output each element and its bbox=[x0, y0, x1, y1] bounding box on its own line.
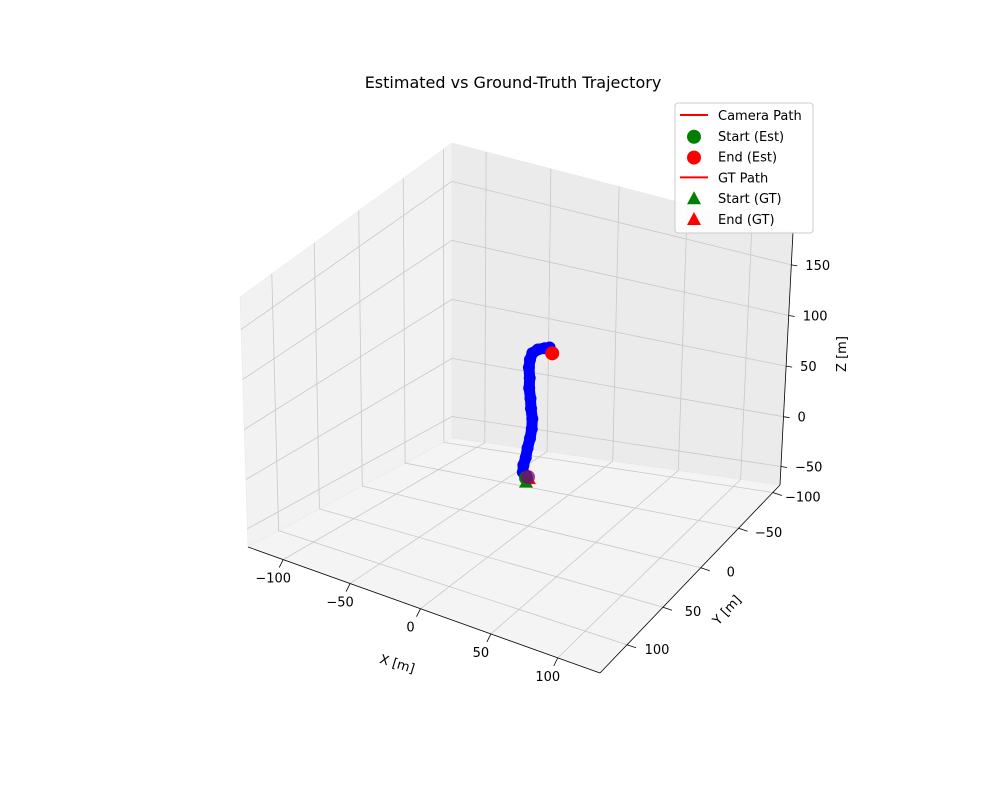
z-tick-label: 0 bbox=[798, 411, 806, 426]
y-tick-mark bbox=[772, 492, 782, 496]
x-gridline-floor bbox=[557, 479, 741, 659]
z-gridline-back bbox=[451, 416, 782, 467]
y-tick-label: −50 bbox=[755, 526, 782, 541]
x-tick-label: 50 bbox=[473, 646, 490, 661]
camera-path-point bbox=[525, 422, 538, 435]
x-gridline-wall bbox=[484, 151, 487, 443]
y-tick-label: 50 bbox=[685, 605, 702, 620]
x-gridline-floor bbox=[349, 451, 548, 584]
y-tick-mark bbox=[738, 527, 748, 532]
camera-path-point bbox=[523, 432, 536, 445]
gt-path-start-overlap bbox=[521, 470, 535, 484]
y-axis-line bbox=[599, 484, 781, 674]
z-tick-mark bbox=[786, 365, 793, 368]
legend-triangle-swatch bbox=[687, 212, 701, 225]
x-axis-line bbox=[247, 546, 601, 674]
z-gridline-back bbox=[451, 357, 784, 418]
legend-circle-swatch bbox=[687, 150, 701, 165]
y-tick-mark bbox=[700, 567, 710, 572]
y-gridline-floor bbox=[405, 462, 739, 529]
z-tick-mark bbox=[783, 416, 790, 419]
y-gridline-wall bbox=[358, 210, 363, 486]
z-gridline-side bbox=[242, 240, 453, 380]
x-gridline-floor bbox=[490, 470, 679, 635]
x-gridline-floor bbox=[420, 460, 613, 610]
camera-path-point bbox=[525, 402, 538, 415]
camera-path-point bbox=[523, 382, 536, 395]
camera-path-point bbox=[523, 372, 536, 385]
y-gridline-wall bbox=[313, 243, 320, 509]
z-axis-line bbox=[779, 231, 794, 486]
legend-box bbox=[674, 102, 814, 234]
y-gridline-floor bbox=[278, 530, 628, 646]
z-tick-label: 50 bbox=[800, 360, 817, 375]
legend-triangle-swatch bbox=[687, 191, 701, 205]
end-est-marker bbox=[545, 346, 560, 361]
trajectory-traces bbox=[516, 341, 560, 488]
z-tick-mark bbox=[788, 315, 795, 317]
y-gridline-floor bbox=[443, 441, 773, 493]
legend-circle-swatch bbox=[687, 129, 701, 144]
x-tick-mark bbox=[345, 583, 351, 592]
legend-label: End (Est) bbox=[718, 151, 777, 166]
z-gridline-side bbox=[244, 299, 453, 430]
y-tick-mark bbox=[662, 606, 673, 611]
y-gridline-floor bbox=[319, 508, 664, 608]
y-gridline-wall bbox=[271, 273, 279, 531]
x-tick-label: 100 bbox=[535, 670, 560, 685]
y-gridline-floor bbox=[362, 485, 701, 569]
y-tick-label: 0 bbox=[727, 566, 735, 581]
camera-path-point bbox=[519, 451, 532, 464]
z-tick-label: 150 bbox=[805, 259, 830, 274]
z-gridline-back bbox=[451, 180, 792, 266]
camera-path-point bbox=[524, 392, 537, 405]
axis-ticks: −100 −50 0 50 100 −100 −50 0 50 100 −50 0 50 100 150 bbox=[247, 231, 830, 685]
legend-label: GT Path bbox=[718, 171, 768, 186]
legend-label: Start (GT) bbox=[718, 192, 782, 207]
x-tick-mark bbox=[486, 633, 492, 643]
y-axis-label: Y [m] bbox=[709, 593, 744, 629]
x-gridline-wall bbox=[677, 204, 688, 471]
grid-lines bbox=[240, 149, 792, 659]
x-gridline-floor bbox=[282, 442, 486, 560]
x-tick-label: −50 bbox=[326, 596, 353, 611]
z-gridline-side bbox=[240, 181, 453, 330]
x-gridline-wall bbox=[740, 221, 753, 480]
z-tick-label: 100 bbox=[803, 309, 828, 324]
z-tick-mark bbox=[780, 466, 788, 468]
z-gridline-side bbox=[245, 358, 453, 480]
y-tick-mark bbox=[626, 644, 637, 649]
y-gridline-wall bbox=[402, 178, 406, 464]
x-gridline-wall bbox=[612, 186, 620, 462]
legend-label: Camera Path bbox=[718, 109, 802, 124]
x-axis-label: X [m] bbox=[378, 652, 417, 677]
x-gridline-wall bbox=[546, 168, 552, 452]
x-tick-label: −100 bbox=[255, 572, 291, 587]
z-gridline-back bbox=[451, 298, 787, 367]
legend-label: End (GT) bbox=[718, 213, 775, 228]
z-tick-mark bbox=[791, 264, 798, 267]
z-gridline-side bbox=[247, 416, 453, 530]
legend: Camera Path Start (Est) End (Est) GT Path St… bbox=[674, 102, 814, 234]
z-tick-label: −50 bbox=[795, 461, 822, 476]
camera-path-point bbox=[526, 412, 539, 425]
x-tick-mark bbox=[278, 559, 284, 568]
y-tick-label: −100 bbox=[785, 491, 821, 506]
camera-path-point bbox=[521, 442, 534, 455]
x-tick-mark bbox=[553, 657, 559, 667]
z-gridline-back bbox=[451, 239, 789, 316]
x-tick-label: 0 bbox=[406, 621, 414, 636]
z-axis-label: Z [m] bbox=[835, 336, 850, 372]
x-tick-mark bbox=[416, 608, 421, 617]
legend-label: Start (Est) bbox=[718, 130, 784, 145]
y-tick-label: 100 bbox=[645, 643, 670, 658]
chart-title: Estimated vs Ground-Truth Trajectory bbox=[365, 73, 662, 92]
